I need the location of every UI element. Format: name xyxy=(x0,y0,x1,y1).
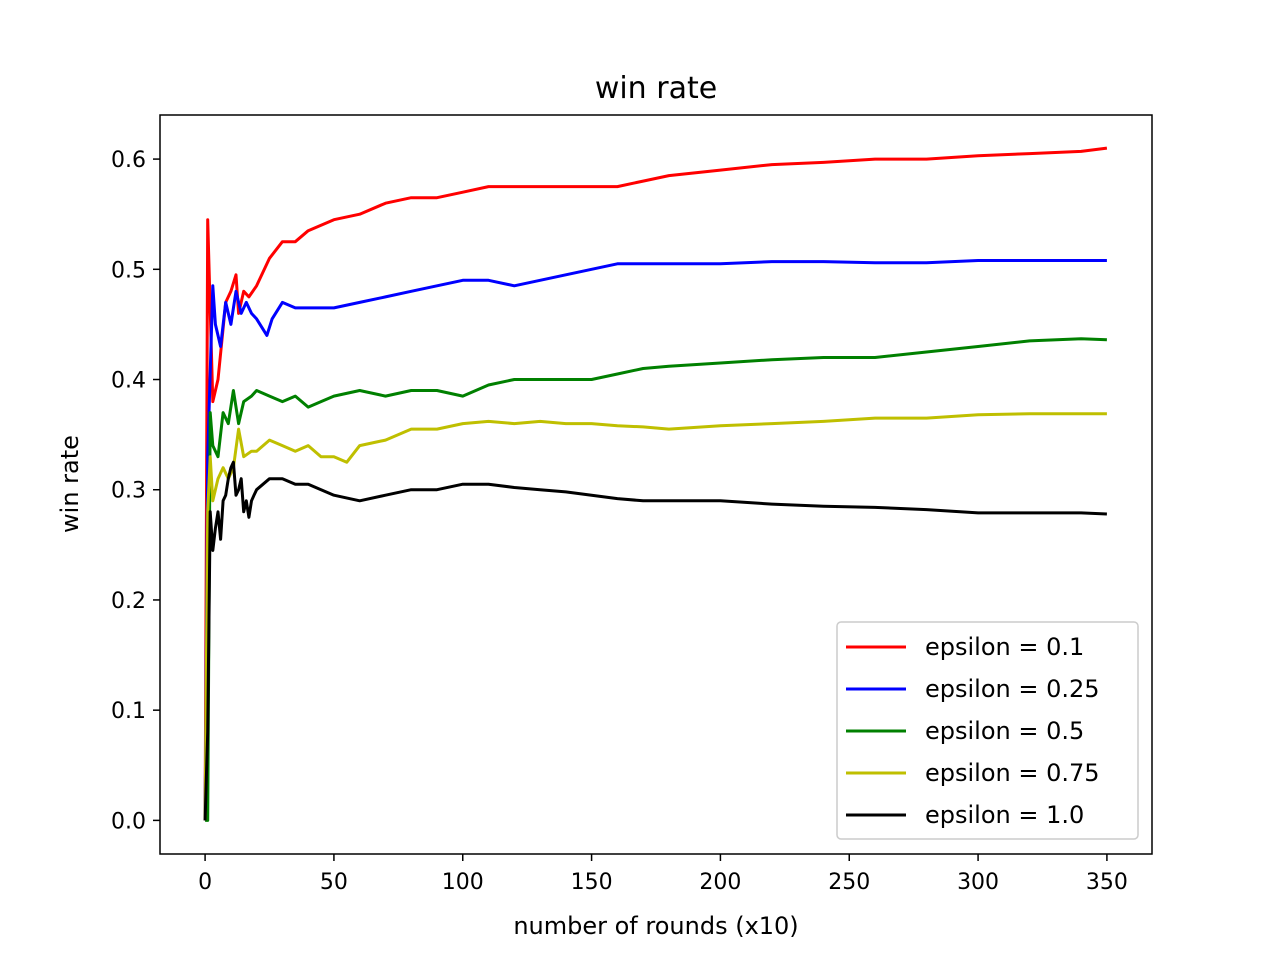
legend: epsilon = 0.1 epsilon = 0.25 epsilon = 0.5… xyxy=(836,621,1139,840)
x-tick-label: 350 xyxy=(1086,870,1128,895)
x-axis: 0 50 100 150 200 250 300 350 xyxy=(198,854,1128,895)
x-axis-label: number of rounds (x10) xyxy=(513,912,798,940)
x-tick-label: 0 xyxy=(198,870,212,895)
series-line-2 xyxy=(205,337,1107,822)
x-tick-label: 100 xyxy=(442,870,484,895)
x-tick-label: 150 xyxy=(571,870,613,895)
series-line-4 xyxy=(203,460,1107,821)
series-line-3 xyxy=(203,412,1107,821)
plot-lines xyxy=(203,146,1108,822)
legend-label-2: epsilon = 0.5 xyxy=(925,717,1084,745)
series-line-0 xyxy=(203,146,1108,821)
y-tick-label: 0.5 xyxy=(111,258,146,283)
x-tick-label: 50 xyxy=(320,870,348,895)
y-tick-label: 0.6 xyxy=(111,148,146,173)
legend-box xyxy=(836,621,1139,840)
series-line-1 xyxy=(203,259,1107,821)
legend-label-0: epsilon = 0.1 xyxy=(925,633,1084,661)
y-tick-label: 0.2 xyxy=(111,589,146,614)
x-tick-label: 300 xyxy=(957,870,999,895)
y-tick-label: 0.3 xyxy=(111,479,146,504)
y-tick-label: 0.0 xyxy=(111,809,146,834)
x-tick-label: 200 xyxy=(699,870,741,895)
chart-title: win rate xyxy=(595,71,717,106)
x-tick-label: 250 xyxy=(828,870,870,895)
legend-label-1: epsilon = 0.25 xyxy=(925,675,1100,703)
y-tick-label: 0.1 xyxy=(111,699,146,724)
y-axis-label: win rate xyxy=(56,435,84,533)
plot-frame xyxy=(159,114,1153,855)
y-axis: 0.0 0.1 0.2 0.3 0.4 0.5 0.6 xyxy=(111,148,160,834)
legend-label-4: epsilon = 1.0 xyxy=(925,801,1084,829)
y-tick-label: 0.4 xyxy=(111,369,146,394)
legend-label-3: epsilon = 0.75 xyxy=(925,759,1100,787)
